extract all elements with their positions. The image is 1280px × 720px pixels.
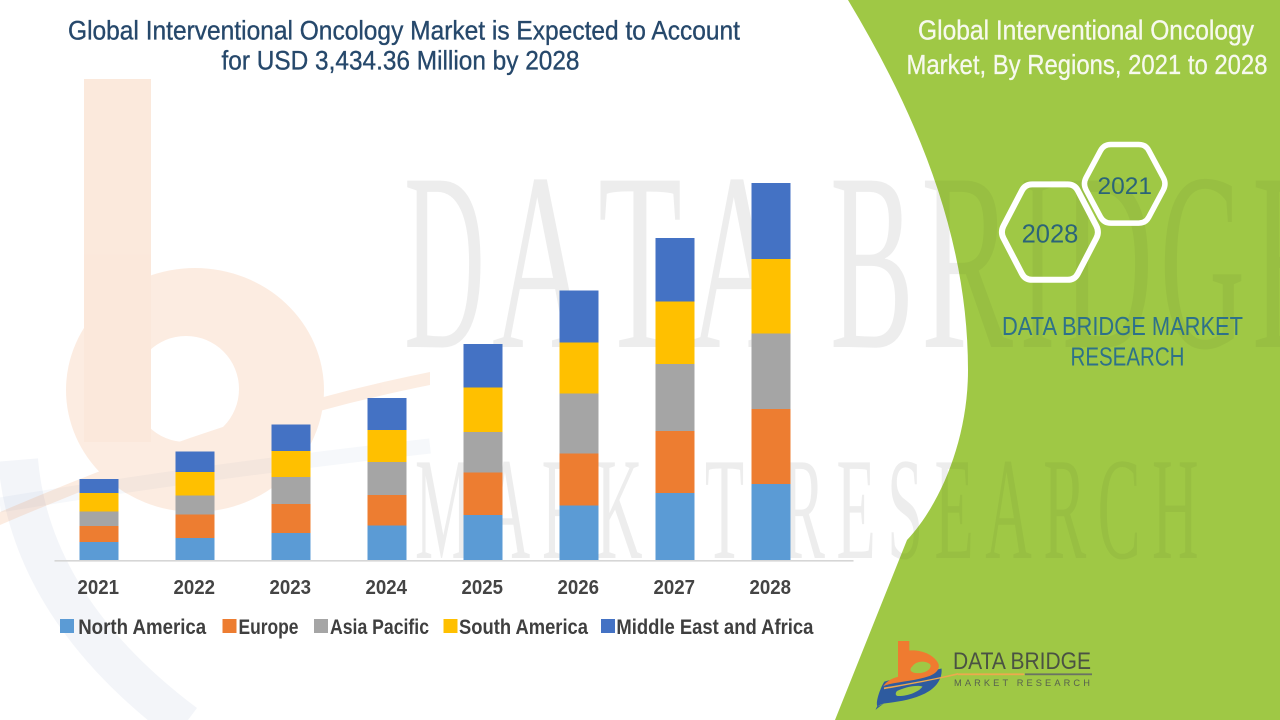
svg-text:E: E [1252,121,1280,402]
svg-text:2021: 2021 [1097,173,1152,200]
svg-text:2021: 2021 [78,577,120,599]
svg-text:RESEARCH: RESEARCH [1071,342,1185,372]
svg-text:2026: 2026 [558,577,600,599]
svg-text:2025: 2025 [462,577,504,599]
svg-text:for USD 3,434.36 Million by 20: for USD 3,434.36 Million by 2028 [222,45,580,75]
svg-text:Asia Pacific: Asia Pacific [330,616,429,639]
svg-text:DATA BRIDGE MARKET: DATA BRIDGE MARKET [1002,311,1243,341]
svg-text:2024: 2024 [366,577,408,599]
svg-text:G: G [1160,121,1245,402]
svg-text:2027: 2027 [654,577,696,599]
svg-text:D: D [1062,121,1153,402]
svg-text:2022: 2022 [174,577,216,599]
svg-text:DATA BRIDGE: DATA BRIDGE [953,648,1091,675]
svg-text:Market, By Regions, 2021 to 20: Market, By Regions, 2021 to 2028 [907,49,1268,80]
svg-text:2028: 2028 [750,577,792,599]
svg-text:2023: 2023 [270,577,312,599]
svg-text:South America: South America [459,616,588,639]
svg-text:Middle East and Africa: Middle East and Africa [616,616,813,639]
svg-text:Europe: Europe [239,616,299,639]
svg-text:2028: 2028 [1022,221,1079,249]
svg-text:Global Interventional Oncology: Global Interventional Oncology Market is… [68,15,741,45]
svg-text:North America: North America [78,616,206,639]
svg-text:Global Interventional Oncology: Global Interventional Oncology [918,15,1254,46]
svg-text:I: I [1020,121,1055,402]
svg-text:MARKET RESEARCH: MARKET RESEARCH [954,678,1093,688]
svg-text:B: B [830,121,914,402]
